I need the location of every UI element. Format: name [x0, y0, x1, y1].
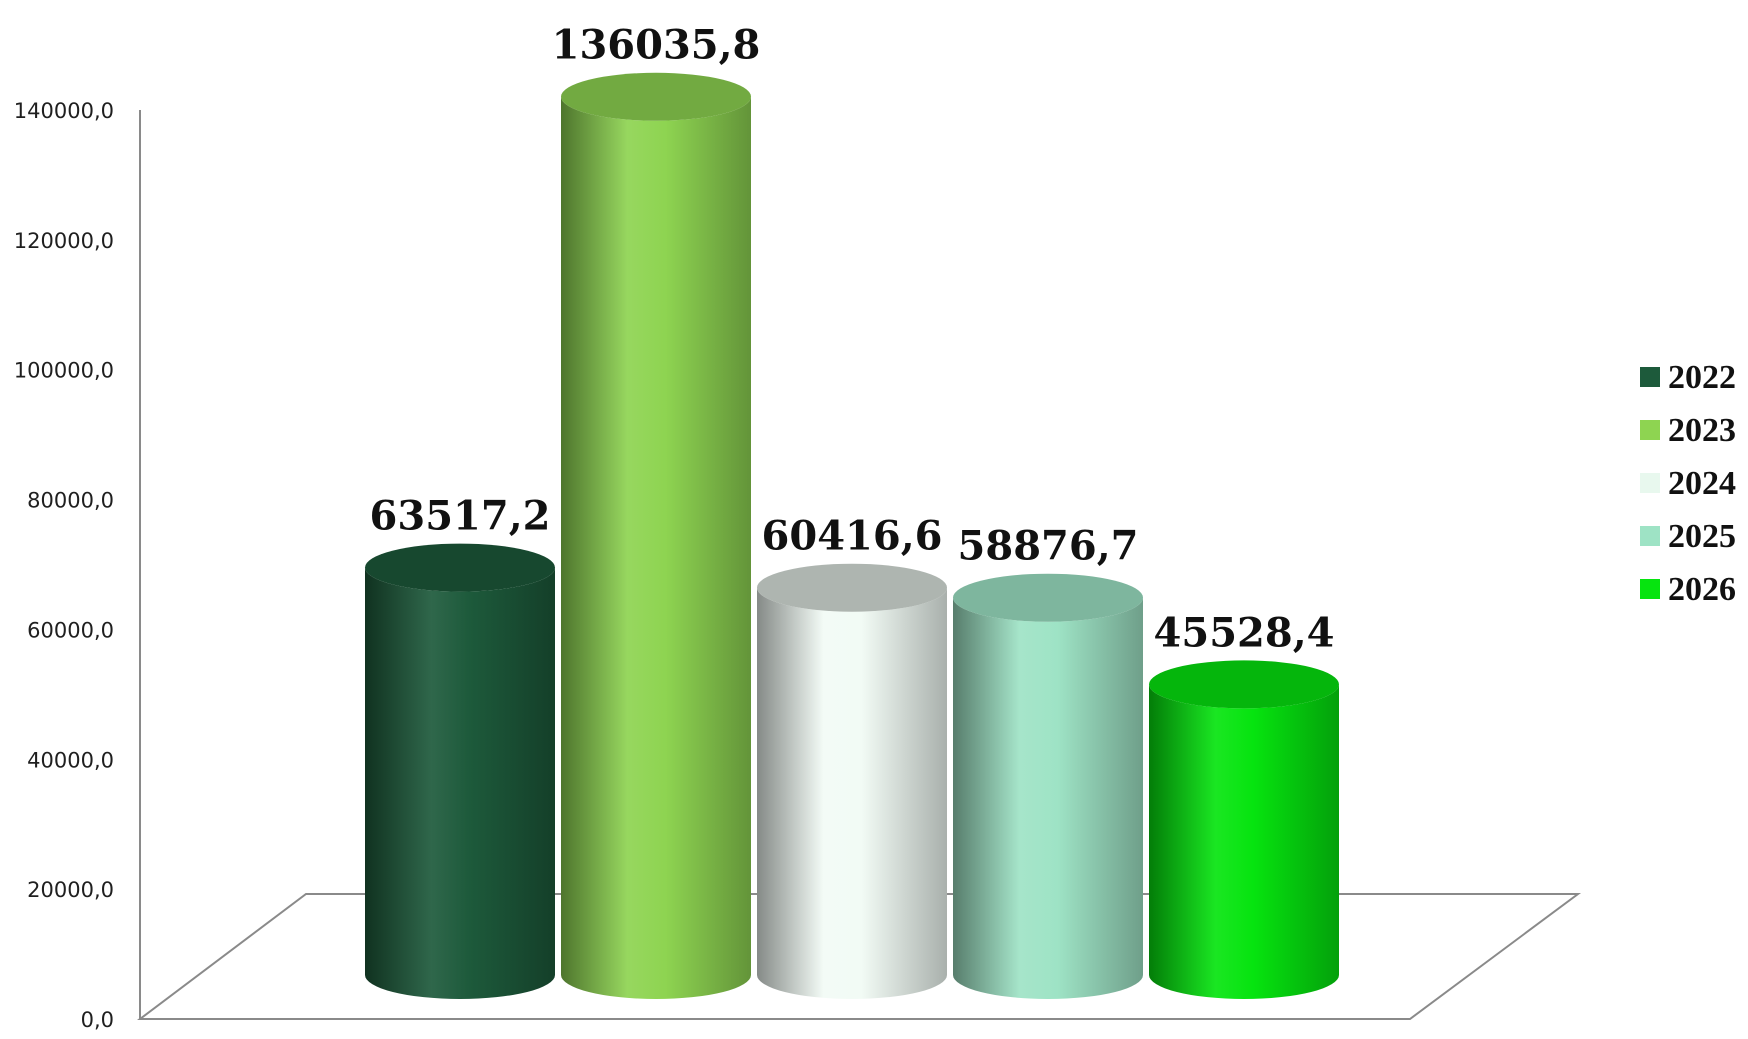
bar-top [561, 72, 751, 121]
bar-top [953, 573, 1143, 622]
data-label: 136035,8 [552, 22, 761, 69]
legend-swatch [1640, 526, 1660, 546]
data-labels: 63517,2 136035,8 60416,6 58876,7 45528,4 [370, 22, 1335, 657]
y-tick-label: 140000,0 [14, 99, 114, 123]
legend-item: 2023 [1640, 412, 1736, 449]
y-tick-label: 80000,0 [27, 489, 114, 513]
legend-item: 2026 [1640, 571, 1736, 608]
y-tick-label: 40000,0 [27, 748, 114, 772]
y-tick-label: 100000,0 [14, 359, 114, 383]
legend-item: 2022 [1640, 359, 1736, 396]
bar-body [953, 597, 1143, 999]
legend: 2022 2023 2024 2025 2026 [1640, 359, 1736, 608]
bar-2023 [561, 72, 751, 999]
bar-body [365, 567, 555, 999]
y-tick-label: 0,0 [81, 1008, 114, 1032]
bar-body [1149, 684, 1339, 999]
legend-label: 2024 [1668, 465, 1736, 502]
y-tick-label: 120000,0 [14, 229, 114, 253]
legend-swatch [1640, 367, 1660, 387]
bar-2024 [757, 563, 947, 999]
legend-item: 2025 [1640, 518, 1736, 555]
legend-label: 2022 [1668, 359, 1736, 396]
bar-body [561, 96, 751, 999]
chart-floor [137, 893, 1582, 1020]
bar-2022 [365, 543, 555, 999]
bar-2026 [1149, 660, 1339, 999]
legend-label: 2023 [1668, 412, 1736, 449]
legend-label: 2025 [1668, 518, 1736, 555]
legend-item: 2024 [1640, 465, 1736, 502]
bar-2025 [953, 573, 1143, 999]
bars [365, 72, 1339, 999]
bar-top [757, 563, 947, 612]
data-label: 63517,2 [370, 493, 551, 540]
axis-layer [137, 110, 1582, 1020]
data-label: 45528,4 [1154, 609, 1335, 656]
legend-label: 2026 [1668, 571, 1736, 608]
legend-swatch [1640, 579, 1660, 599]
bar-body [757, 587, 947, 999]
legend-swatch [1640, 420, 1660, 440]
y-tick-label: 60000,0 [27, 618, 114, 642]
bar-top [365, 543, 555, 592]
data-label: 60416,6 [762, 513, 943, 560]
y-axis-tick-labels: 0,0 20000,0 40000,0 60000,0 80000,0 100000,0 1… [14, 99, 114, 1032]
bar-top [1149, 660, 1339, 709]
data-label: 58876,7 [958, 523, 1139, 570]
legend-swatch [1640, 473, 1660, 493]
y-tick-label: 20000,0 [27, 878, 114, 902]
